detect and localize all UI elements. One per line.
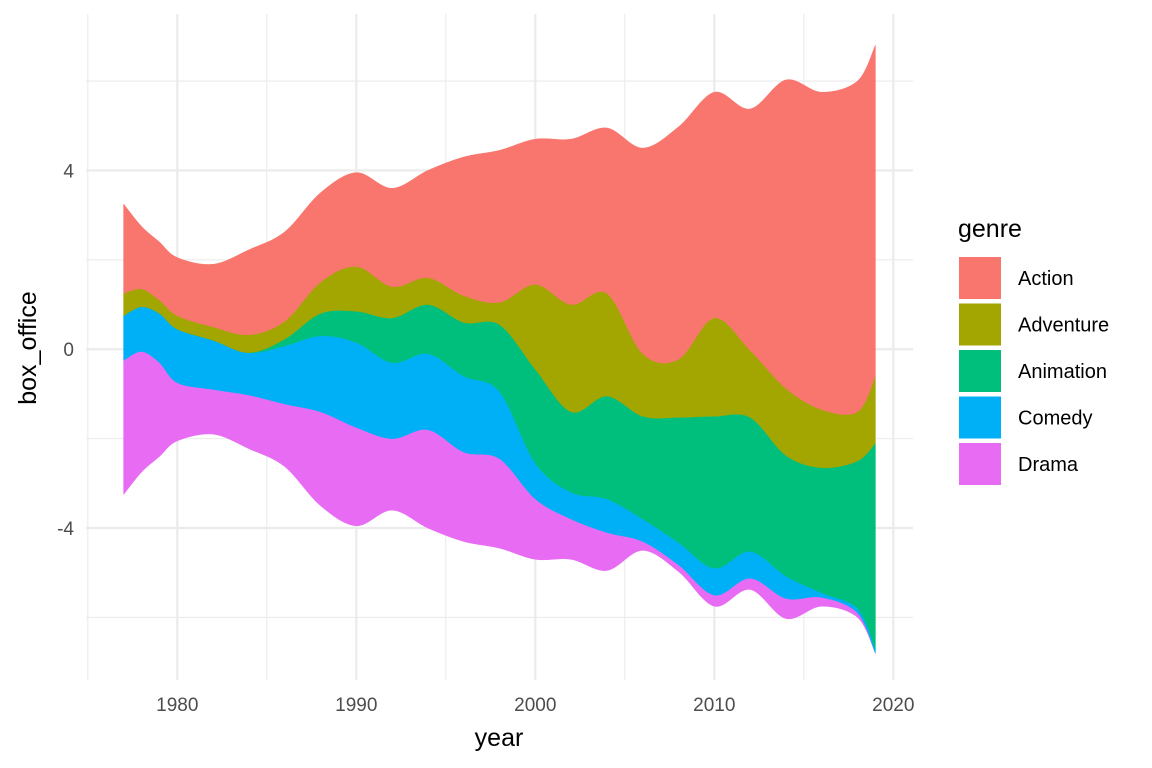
legend-key-adventure: [959, 303, 1001, 346]
x-axis-title: year: [475, 724, 524, 752]
legend: genre Action Adventure Animation Comedy Dram…: [958, 215, 1109, 485]
x-tick-labels: 1980 1990 2000 2010 2020: [156, 695, 914, 716]
stream-areas: [123, 45, 876, 654]
legend-label-action: Action: [1018, 268, 1074, 290]
legend-key-drama: [959, 443, 1001, 485]
x-tick-label: 2020: [872, 695, 914, 716]
legend-key-comedy: [959, 396, 1001, 439]
legend-key-action: [959, 257, 1001, 299]
legend-label-comedy: Comedy: [1018, 408, 1092, 430]
area-action: [123, 45, 876, 415]
y-tick-labels: -4 0 4: [57, 161, 74, 540]
x-tick-label: 2000: [514, 695, 556, 716]
y-tick-label: 4: [63, 161, 74, 182]
x-tick-label: 1980: [156, 695, 198, 716]
legend-title: genre: [958, 215, 1022, 243]
x-tick-label: 2010: [693, 695, 735, 716]
y-tick-label: -4: [57, 519, 74, 540]
legend-label-drama: Drama: [1018, 454, 1079, 476]
legend-key-animation: [959, 350, 1001, 392]
y-axis-title: box_office: [14, 291, 42, 405]
legend-label-animation: Animation: [1018, 361, 1107, 383]
y-tick-label: 0: [63, 340, 74, 361]
legend-label-adventure: Adventure: [1018, 315, 1109, 337]
x-tick-label: 1990: [335, 695, 377, 716]
